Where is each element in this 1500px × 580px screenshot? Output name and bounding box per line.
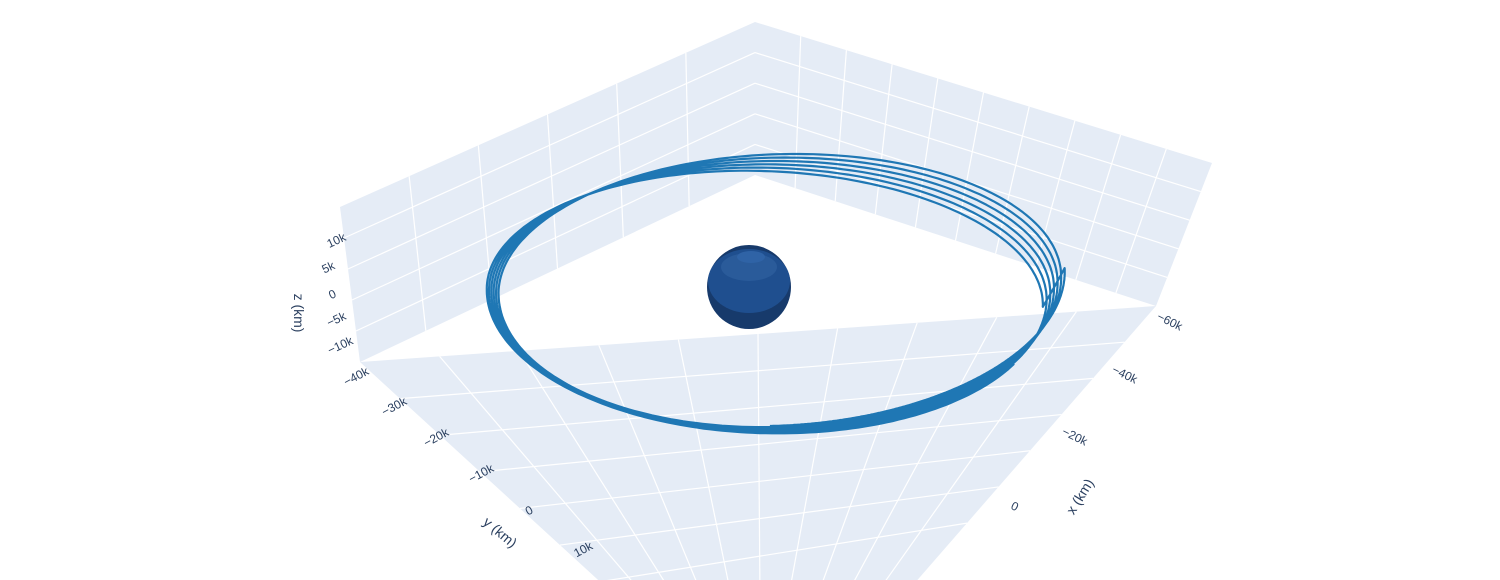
- floor-gridline: [559, 486, 999, 546]
- side-gridline: [343, 52, 756, 239]
- back-gridline: [954, 92, 985, 241]
- side-gridline: [616, 83, 624, 238]
- floor-gridline: [822, 322, 918, 580]
- z-axis-tick-label: 5k: [320, 258, 338, 276]
- floor-gridline: [439, 377, 1094, 436]
- floor-gridline: [598, 344, 697, 580]
- back-gridline: [1075, 134, 1122, 280]
- back-gridline: [1115, 148, 1167, 294]
- floor-gridline: [677, 339, 729, 580]
- x-axis-tick-label: −20k: [1060, 424, 1091, 449]
- z-axis-tick-label: 0: [326, 286, 338, 302]
- side-gridline: [351, 113, 756, 301]
- back-gridline: [914, 78, 939, 228]
- orbit-trace: [485, 152, 1066, 435]
- z-axis-tick-label: −10k: [325, 333, 356, 357]
- back-pane-xz: [755, 22, 1212, 306]
- y-axis-title: y (km): [480, 514, 520, 551]
- x-axis-tick-label: 0: [1009, 499, 1021, 515]
- side-gridline: [408, 176, 427, 331]
- back-gridline: [754, 52, 1201, 193]
- floor-gridline: [854, 316, 998, 580]
- x-axis-tick-label: −40k: [1110, 362, 1141, 387]
- floor-gridline: [439, 356, 632, 580]
- side-gridline: [546, 114, 559, 269]
- side-gridline: [355, 143, 756, 332]
- floor-pane: [360, 306, 1156, 580]
- back-gridline: [794, 36, 802, 189]
- floor-gridline: [757, 333, 761, 580]
- earth-cap: [737, 251, 765, 263]
- orbit-path: [485, 152, 1066, 435]
- back-gridline: [754, 82, 1190, 221]
- floor-gridline: [791, 328, 839, 580]
- floor-gridline: [518, 350, 665, 580]
- z-axis-tick-label: −5k: [324, 308, 349, 329]
- back-gridline: [1035, 120, 1076, 267]
- axis-panes: [340, 22, 1212, 580]
- floor-gridline: [885, 311, 1077, 580]
- floor-gridline: [479, 413, 1062, 473]
- side-gridline: [347, 82, 756, 270]
- back-gridline: [874, 64, 893, 215]
- back-gridline: [834, 50, 847, 202]
- side-pane-yz: [340, 22, 755, 362]
- floor-gridline: [606, 522, 968, 580]
- floor-gridline: [399, 341, 1125, 400]
- gridlines: [343, 36, 1201, 580]
- x-axis-title: x (km): [1063, 476, 1097, 517]
- x-axis-tick-label: −60k: [1155, 309, 1186, 334]
- side-gridline: [685, 52, 690, 207]
- floor-gridline: [519, 450, 1031, 510]
- z-axis-title: z (km): [291, 294, 307, 333]
- earth-sphere: [707, 245, 791, 329]
